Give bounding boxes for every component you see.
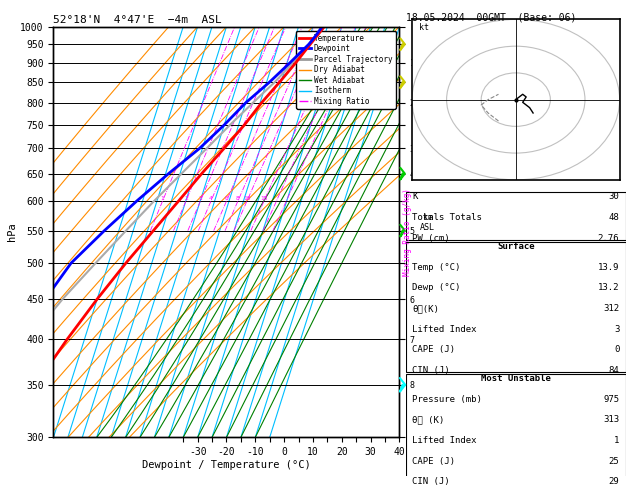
Text: CAPE (J): CAPE (J) bbox=[413, 345, 455, 354]
Text: 30: 30 bbox=[608, 192, 619, 201]
Text: kt: kt bbox=[419, 23, 429, 32]
Text: Temp (°C): Temp (°C) bbox=[413, 262, 460, 272]
Text: Surface: Surface bbox=[497, 242, 535, 251]
Text: 1: 1 bbox=[161, 196, 164, 201]
Text: 25: 25 bbox=[608, 457, 619, 466]
Text: Most Unstable: Most Unstable bbox=[481, 374, 551, 383]
X-axis label: Dewpoint / Temperature (°C): Dewpoint / Temperature (°C) bbox=[142, 460, 311, 470]
Bar bbox=[406, 192, 626, 240]
Text: 13.9: 13.9 bbox=[598, 262, 619, 272]
Text: 3: 3 bbox=[614, 325, 619, 333]
Text: 15: 15 bbox=[260, 196, 268, 201]
Text: 84: 84 bbox=[608, 366, 619, 375]
Text: CAPE (J): CAPE (J) bbox=[413, 457, 455, 466]
Text: 6: 6 bbox=[225, 196, 228, 201]
Text: 1: 1 bbox=[614, 436, 619, 445]
Text: 29: 29 bbox=[608, 477, 619, 486]
Legend: Temperature, Dewpoint, Parcel Trajectory, Dry Adiabat, Wet Adiabat, Isotherm, Mi: Temperature, Dewpoint, Parcel Trajectory… bbox=[296, 31, 396, 109]
Text: K: K bbox=[413, 192, 418, 201]
Y-axis label: km
ASL: km ASL bbox=[420, 213, 435, 232]
Text: Mixing Ratio (g/kg): Mixing Ratio (g/kg) bbox=[403, 188, 411, 276]
Text: 52°18'N  4°47'E  −4m  ASL: 52°18'N 4°47'E −4m ASL bbox=[53, 15, 222, 25]
Bar bbox=[406, 374, 626, 484]
Text: 313: 313 bbox=[603, 416, 619, 424]
Text: 10: 10 bbox=[243, 196, 251, 201]
Y-axis label: hPa: hPa bbox=[8, 223, 18, 242]
Text: 18.05.2024  00GMT  (Base: 06): 18.05.2024 00GMT (Base: 06) bbox=[406, 12, 576, 22]
Text: PW (cm): PW (cm) bbox=[413, 234, 450, 243]
Text: Totals Totals: Totals Totals bbox=[413, 213, 482, 222]
Text: θᴄ(K): θᴄ(K) bbox=[413, 304, 439, 313]
Text: 8: 8 bbox=[236, 196, 240, 201]
Bar bbox=[406, 242, 626, 372]
Text: 2: 2 bbox=[184, 196, 188, 201]
Text: 13.2: 13.2 bbox=[598, 283, 619, 292]
Text: Dewp (°C): Dewp (°C) bbox=[413, 283, 460, 292]
Text: CIN (J): CIN (J) bbox=[413, 366, 450, 375]
Text: Lifted Index: Lifted Index bbox=[413, 325, 477, 333]
Text: 4: 4 bbox=[209, 196, 213, 201]
Text: 3: 3 bbox=[199, 196, 203, 201]
Text: 0: 0 bbox=[614, 345, 619, 354]
Text: Pressure (mb): Pressure (mb) bbox=[413, 395, 482, 404]
Text: 975: 975 bbox=[603, 395, 619, 404]
Text: θᴄ (K): θᴄ (K) bbox=[413, 416, 445, 424]
Text: Lifted Index: Lifted Index bbox=[413, 436, 477, 445]
Text: 48: 48 bbox=[608, 213, 619, 222]
Text: CIN (J): CIN (J) bbox=[413, 477, 450, 486]
Text: 312: 312 bbox=[603, 304, 619, 313]
Text: 2.76: 2.76 bbox=[598, 234, 619, 243]
